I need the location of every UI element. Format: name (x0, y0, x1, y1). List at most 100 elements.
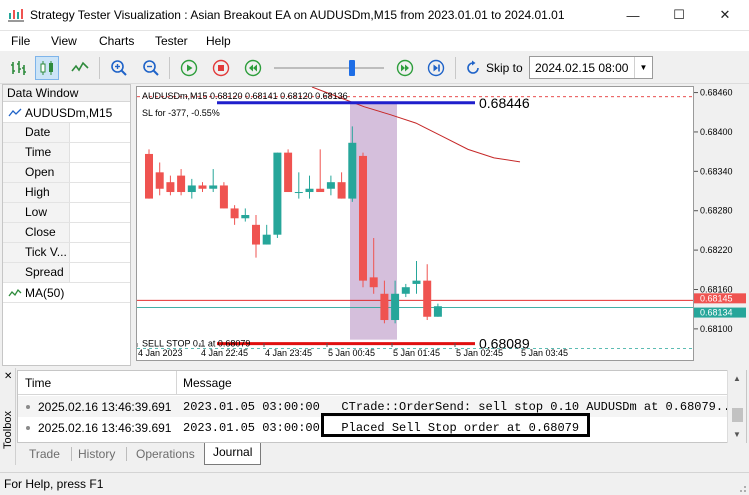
data-window-row-close: Close (3, 223, 130, 243)
scrollbar-thumb[interactable] (732, 408, 743, 422)
data-window-row-high: High (3, 183, 130, 203)
price-tag-box (694, 293, 746, 304)
menu-tester[interactable]: Tester (155, 34, 188, 48)
highlight-box (321, 413, 590, 437)
y-axis-tick-label: 0.68340 (700, 166, 733, 176)
chart-canvas[interactable]: 0.68446 0.68089 AUDUSDm,M15 0.68120 0.6814… (137, 87, 694, 361)
skip-to-button[interactable] (461, 56, 485, 80)
menu-view[interactable]: View (51, 34, 77, 48)
zoom-out-button[interactable] (139, 56, 163, 80)
x-axis-tick-label: 4 Jan 22:45 (201, 348, 248, 358)
title-bar: Strategy Tester Visualization : Asian Br… (0, 0, 749, 31)
bear-candle (423, 280, 432, 317)
stop-button[interactable] (209, 56, 233, 80)
x-axis-tick-label: 4 Jan 23:45 (265, 348, 312, 358)
skip-to-icon (467, 60, 479, 74)
data-window-row-tick-volume: Tick V... (3, 243, 130, 263)
maximize-button[interactable]: ☐ (673, 7, 685, 22)
bear-candle (155, 172, 164, 189)
bar-chart-button[interactable] (6, 56, 30, 80)
toolbox-strip (0, 368, 16, 465)
data-window-panel: Data Window AUDUSDm,M15 Date Time Open H… (2, 84, 131, 366)
app-chart-icon (8, 9, 24, 22)
line-chart-button[interactable] (68, 56, 92, 80)
bull-candle (305, 188, 314, 193)
column-header-message[interactable]: Message (183, 376, 232, 390)
close-button[interactable]: ✕ (719, 7, 731, 22)
skip-to-date-value[interactable]: 2024.02.15 08:00 (535, 61, 629, 75)
bear-candle (198, 185, 207, 189)
journal-row[interactable]: 2025.02.16 13:46:39.691 2023.01.05 03:00… (18, 417, 728, 438)
bear-candle (177, 175, 186, 193)
y-axis-tick-label: 0.68220 (700, 245, 733, 255)
y-axis-tick-label: 0.68100 (700, 324, 733, 334)
price-chart[interactable]: 0.68446 0.68089 AUDUSDm,M15 0.68120 0.6814… (136, 86, 694, 361)
tab-history[interactable]: History (78, 447, 116, 461)
status-bar: For Help, press F1 (0, 472, 749, 495)
bull-candle (273, 152, 282, 235)
bear-candle (359, 155, 367, 281)
speed-up-button[interactable] (393, 56, 417, 80)
journal-panel: Time Message 2025.02.16 13:46:39.691 202… (17, 370, 747, 443)
tab-operations[interactable]: Operations (136, 447, 195, 461)
candlestick-button[interactable] (35, 56, 59, 80)
speed-slider-track[interactable] (274, 67, 384, 69)
tab-journal[interactable]: Journal (204, 443, 262, 465)
speed-slider-thumb[interactable] (349, 60, 355, 76)
toolbar-separator (455, 57, 456, 79)
bear-candle (252, 224, 260, 245)
scroll-up-icon[interactable]: ▲ (733, 374, 741, 383)
dropdown-arrow-icon[interactable]: ▼ (634, 57, 652, 78)
y-axis-tick-label: 0.68280 (700, 206, 733, 216)
data-window-label: Date (3, 123, 70, 142)
column-divider[interactable] (176, 371, 177, 394)
journal-message: 2023.01.05 03:00:00 Placed Sell Stop ord… (183, 421, 580, 435)
data-window-symbol-row: AUDUSDm,M15 (3, 103, 130, 123)
data-window-label: Spread (3, 263, 70, 282)
rewind-icon (244, 59, 262, 77)
play-button[interactable] (177, 56, 201, 80)
zoom-out-icon (143, 60, 159, 76)
journal-scrollbar[interactable]: ▲ ▼ (727, 370, 746, 443)
bull-candle (412, 280, 421, 284)
minimize-button[interactable]: — (626, 7, 640, 23)
bear-candle (380, 293, 389, 321)
journal-message: 2023.01.05 03:00:00 CTrade::OrderSend: s… (183, 400, 738, 414)
data-window-label: High (3, 183, 70, 202)
slow-down-button[interactable] (241, 56, 265, 80)
journal-row[interactable]: 2025.02.16 13:46:39.691 2023.01.05 03:00… (18, 396, 738, 417)
menu-help[interactable]: Help (206, 34, 231, 48)
scroll-down-icon[interactable]: ▼ (733, 430, 741, 439)
column-header-time[interactable]: Time (25, 376, 52, 390)
data-window-label: Low (3, 203, 70, 222)
bear-candle (219, 185, 228, 209)
status-text: For Help, press F1 (4, 477, 104, 491)
session-range-box (350, 102, 397, 340)
skip-to-date-picker[interactable]: 2024.02.15 08:00 ▼ (529, 56, 653, 79)
data-window-label: Close (3, 223, 70, 242)
bull-candle (401, 287, 410, 294)
data-window-label: Time (3, 143, 70, 162)
tab-trade[interactable]: Trade (29, 447, 60, 461)
tab-separator (126, 447, 127, 461)
data-window-symbol: AUDUSDm,M15 (25, 106, 113, 120)
step-forward-button[interactable] (424, 56, 448, 80)
bear-candle (230, 208, 239, 219)
data-window-title: Data Window (3, 85, 130, 102)
menu-file[interactable]: File (11, 34, 31, 48)
price-axis: 0.68460 0.68400 0.68340 0.68280 0.68220 0.681… (694, 88, 746, 334)
log-entry-icon (26, 426, 30, 430)
zoom-in-button[interactable] (107, 56, 131, 80)
resize-grip-icon[interactable] (737, 483, 747, 493)
menu-charts[interactable]: Charts (99, 34, 135, 48)
x-axis-tick-label: 5 Jan 03:45 (521, 348, 568, 358)
bull-candle (433, 306, 442, 317)
fast-forward-icon (396, 59, 414, 77)
toolbar-separator (169, 57, 170, 79)
bull-candle (348, 142, 357, 199)
toolbox-close-icon[interactable]: ✕ (4, 371, 13, 382)
price-tag-label: 0.68134 (700, 308, 733, 318)
journal-time: 2025.02.16 13:46:39.691 (38, 421, 172, 435)
price-tag-label: 0.68145 (700, 293, 733, 303)
data-window-row-ma: MA(50) (3, 283, 130, 303)
